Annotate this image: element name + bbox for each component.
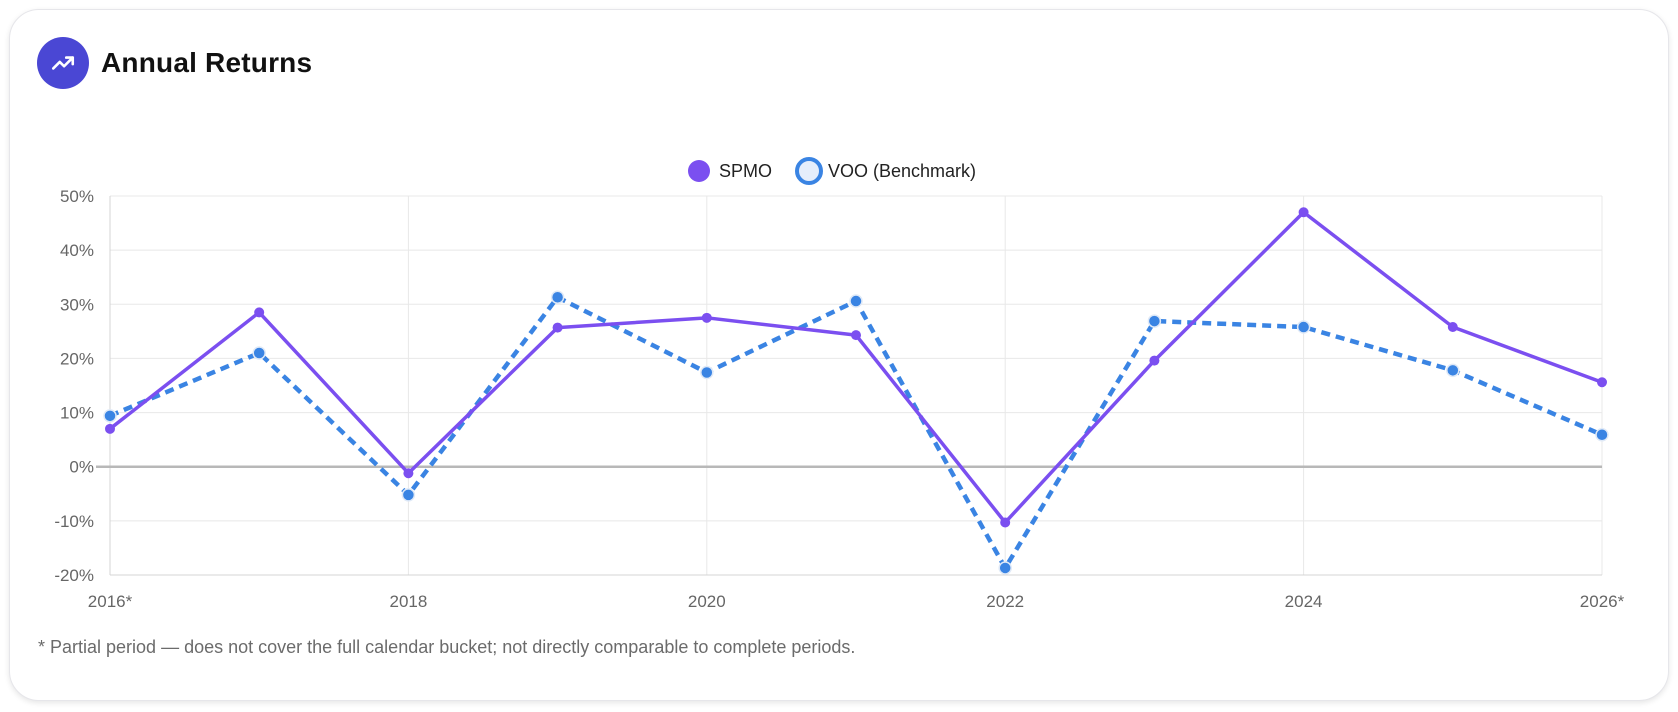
data-point-voo — [1446, 363, 1460, 378]
chart-card — [9, 9, 1669, 701]
data-point-voo — [550, 290, 565, 304]
legend-marker-voo — [795, 157, 823, 185]
data-point-spmo — [1447, 322, 1458, 333]
data-point-spmo — [254, 307, 265, 318]
data-point-spmo — [851, 330, 861, 341]
y-tick-label: -10% — [54, 512, 94, 531]
x-tick-label: 2018 — [389, 592, 427, 611]
data-point-spmo — [1000, 517, 1011, 528]
data-point-voo — [1595, 428, 1609, 442]
x-tick-label: 2022 — [986, 592, 1024, 611]
series-line-spmo — [108, 210, 1603, 525]
data-point-voo — [252, 346, 266, 360]
x-tick-label: 2020 — [688, 592, 726, 611]
x-tick-label: 2024 — [1285, 592, 1323, 611]
y-tick-label: 20% — [60, 349, 94, 368]
y-tick-label: 30% — [60, 295, 94, 314]
data-point-voo — [1147, 314, 1162, 328]
y-tick-label: 10% — [60, 404, 94, 423]
trending-up-icon — [37, 37, 89, 89]
data-point-spmo — [1298, 207, 1309, 218]
data-point-spmo — [1149, 355, 1160, 366]
y-tick-label: -20% — [54, 566, 94, 585]
data-point-voo — [700, 365, 714, 380]
y-tick-label: 50% — [60, 187, 94, 206]
chart-header: Annual Returns — [37, 37, 312, 89]
legend-label-voo: VOO (Benchmark) — [828, 161, 976, 181]
partial-period-footnote: * Partial period — does not cover the fu… — [38, 637, 856, 657]
data-point-voo — [401, 488, 416, 502]
legend-marker-spmo — [688, 160, 710, 182]
data-point-spmo — [552, 322, 563, 333]
y-tick-label: 0% — [69, 458, 94, 477]
data-point-spmo — [403, 468, 414, 479]
data-point-voo — [103, 409, 117, 423]
data-point-voo — [998, 561, 1012, 575]
data-point-voo — [1296, 320, 1311, 334]
y-tick-label: 40% — [60, 241, 94, 260]
data-point-voo — [849, 294, 863, 308]
x-tick-label: 2026* — [1580, 592, 1625, 611]
page-title: Annual Returns — [101, 47, 313, 78]
x-tick-label: 2016* — [88, 592, 133, 611]
data-point-spmo — [1597, 377, 1607, 388]
data-point-spmo — [701, 312, 712, 323]
data-point-spmo — [105, 423, 115, 434]
legend-label-spmo: SPMO — [719, 161, 772, 181]
